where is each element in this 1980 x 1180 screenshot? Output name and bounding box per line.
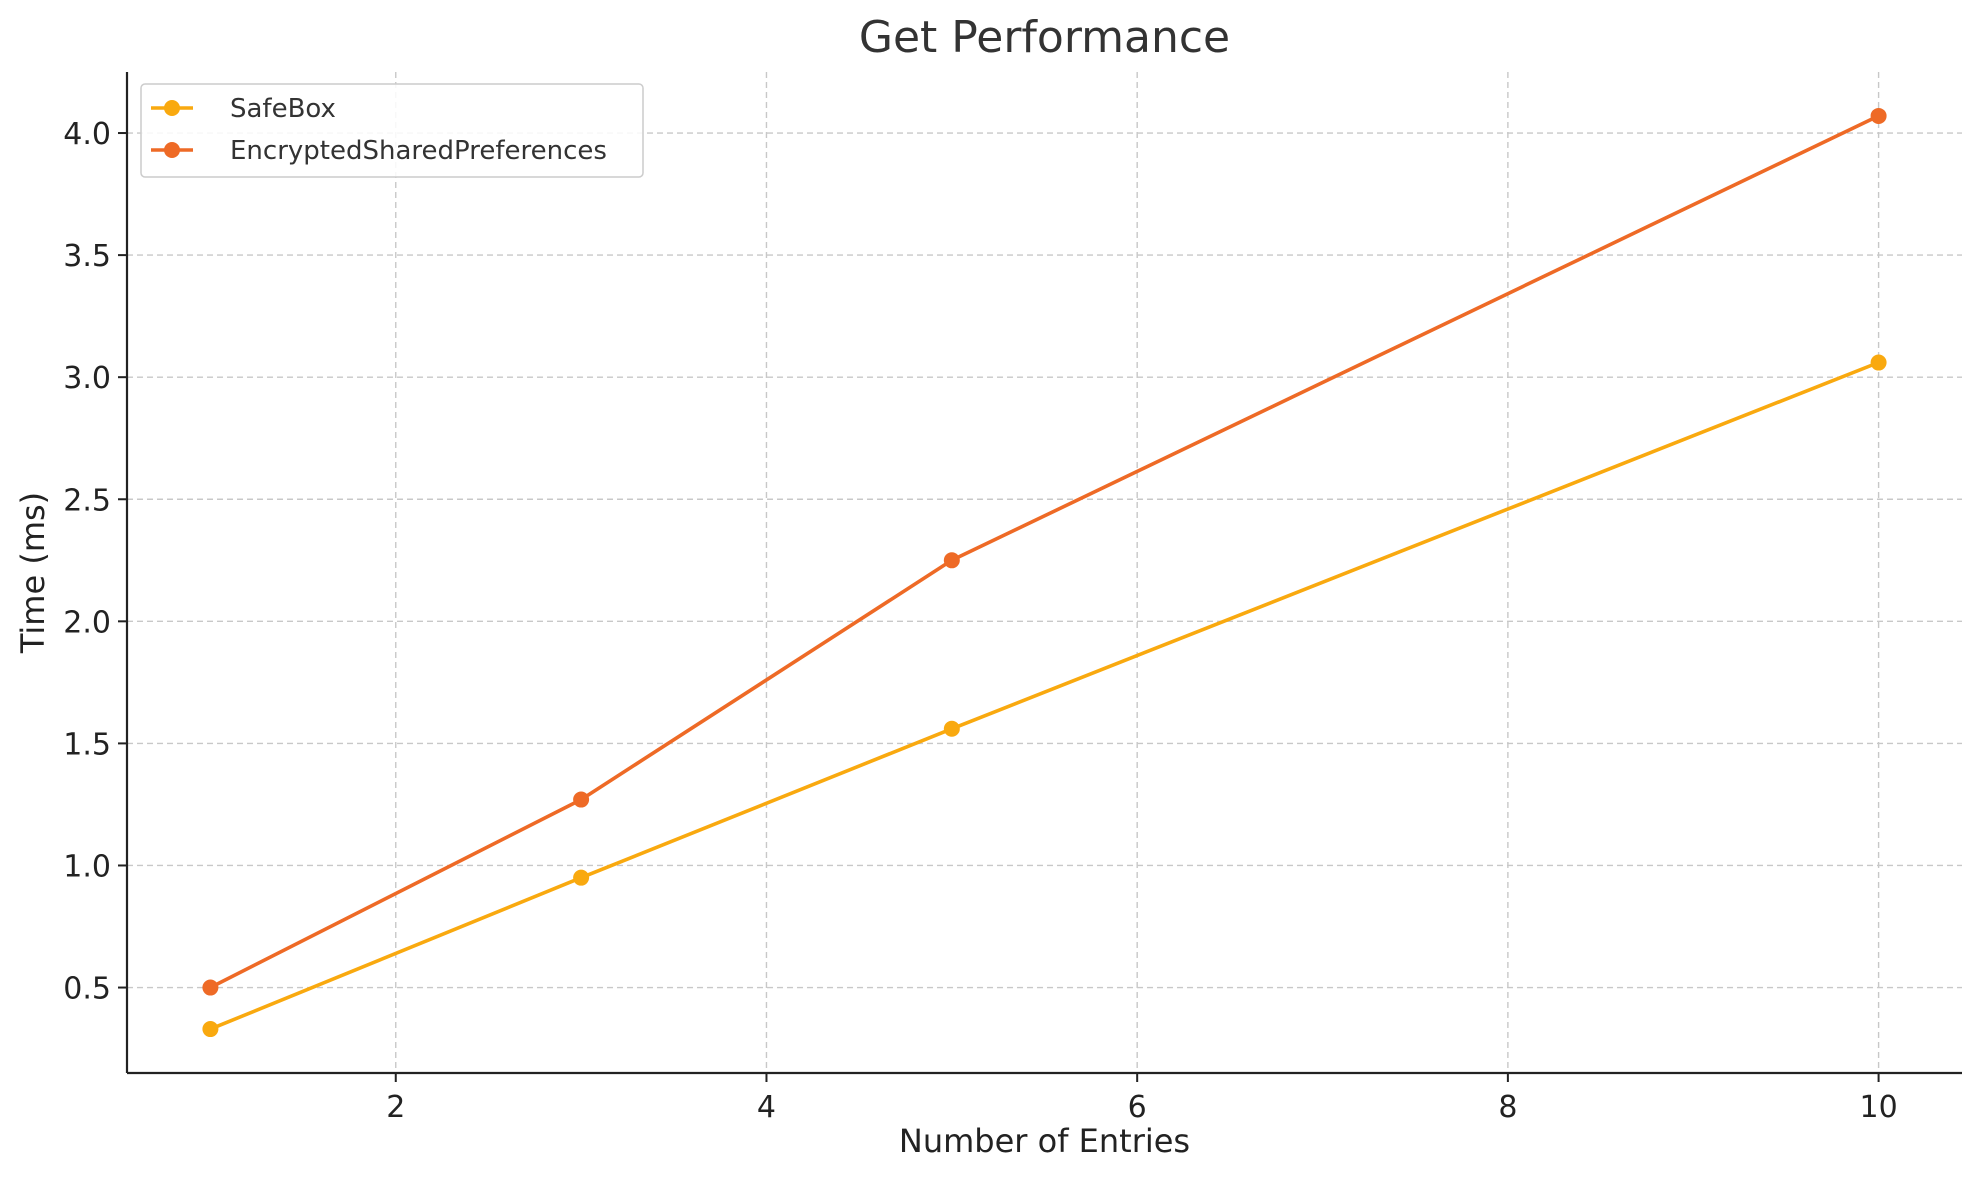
x-tick-label: 6 <box>1128 1090 1147 1125</box>
y-tick-label: 2.5 <box>63 483 111 518</box>
series-0 <box>202 354 1887 1038</box>
data-point <box>1870 354 1887 371</box>
legend-item: SafeBox <box>151 94 336 124</box>
ticks: 2 4 6 8 10 0.5 1.0 1.5 2.0 2.5 3.0 3.5 4.0 <box>63 117 1897 1125</box>
y-tick-label: 0.5 <box>63 972 111 1007</box>
x-tick-label: 4 <box>757 1090 776 1125</box>
data-point <box>202 979 219 996</box>
y-tick-label: 1.5 <box>63 727 111 762</box>
series-layer <box>202 107 1887 1038</box>
data-point <box>943 552 960 569</box>
x-tick-label: 2 <box>386 1090 405 1125</box>
legend-label: SafeBox <box>230 94 336 124</box>
series-line <box>208 360 1881 1031</box>
x-tick-label: 8 <box>1498 1090 1517 1125</box>
legend-marker <box>164 100 180 116</box>
chart-title: Get Performance <box>859 12 1230 63</box>
y-tick-label: 1.0 <box>63 849 111 884</box>
series-1 <box>202 107 1887 996</box>
y-tick-label: 3.0 <box>63 361 111 396</box>
x-tick-label: 10 <box>1859 1090 1897 1125</box>
legend-marker <box>164 142 180 158</box>
x-axis-label: Number of Entries <box>899 1122 1190 1160</box>
data-point <box>202 1021 219 1038</box>
y-axis-label: Time (ms) <box>14 492 52 654</box>
legend-item: EncryptedSharedPreferences <box>151 136 607 166</box>
legend-box <box>140 83 644 178</box>
series-line <box>208 114 1881 990</box>
data-point <box>573 869 590 886</box>
data-point <box>943 720 960 737</box>
grid <box>127 72 1962 1073</box>
y-tick-label: 2.0 <box>63 605 111 640</box>
data-point <box>1870 107 1887 124</box>
legend: SafeBox EncryptedSharedPreferences <box>140 83 644 178</box>
y-tick-label: 4.0 <box>63 117 111 152</box>
data-point <box>573 791 590 808</box>
legend-label: EncryptedSharedPreferences <box>230 136 607 166</box>
axes <box>125 72 1962 1075</box>
y-tick-label: 3.5 <box>63 239 111 274</box>
